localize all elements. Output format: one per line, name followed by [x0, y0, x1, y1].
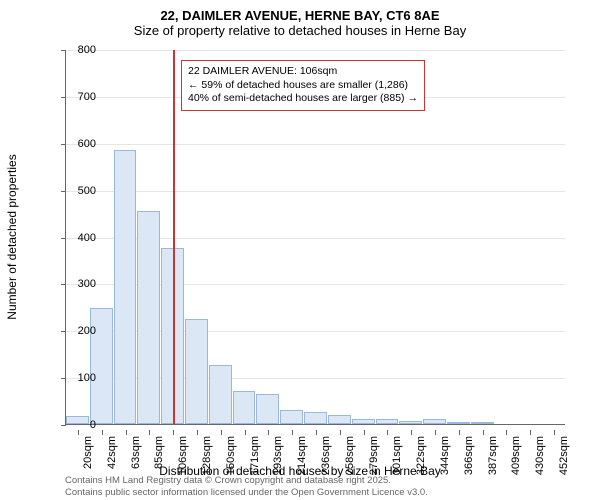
ytick-label: 700: [56, 91, 96, 103]
xtick-mark: [102, 430, 103, 435]
xtick-mark: [245, 430, 246, 435]
xtick-label: 20sqm: [82, 436, 94, 469]
xtick-mark: [387, 430, 388, 435]
xtick-mark: [268, 430, 269, 435]
ytick-label: 400: [56, 232, 96, 244]
bar: [447, 422, 470, 424]
xtick-mark: [316, 430, 317, 435]
marker-line: [173, 50, 175, 424]
footer-credits: Contains HM Land Registry data © Crown c…: [65, 475, 428, 498]
xtick-mark: [459, 430, 460, 435]
gridline: [66, 191, 565, 192]
xtick-mark: [411, 430, 412, 435]
credit-line2: Contains public sector information licen…: [65, 487, 428, 498]
bar: [423, 419, 446, 424]
bar: [209, 365, 232, 424]
ytick-label: 200: [56, 325, 96, 337]
ytick-label: 0: [56, 419, 96, 431]
bar: [376, 419, 399, 424]
xtick-mark: [340, 430, 341, 435]
annotation-line: 22 DAIMLER AVENUE: 106sqm: [188, 65, 418, 79]
xtick-label: 366sqm: [463, 436, 475, 475]
ytick-label: 500: [56, 185, 96, 197]
bar: [137, 211, 160, 424]
gridline: [66, 144, 565, 145]
xtick-mark: [483, 430, 484, 435]
ytick-label: 100: [56, 372, 96, 384]
xtick-mark: [221, 430, 222, 435]
xtick-mark: [364, 430, 365, 435]
ytick-label: 800: [56, 44, 96, 56]
bar: [352, 419, 375, 424]
ytick-label: 600: [56, 138, 96, 150]
xtick-label: 63sqm: [130, 436, 142, 469]
bar: [304, 412, 327, 424]
xtick-label: 42sqm: [106, 436, 118, 469]
xtick-label: 409sqm: [510, 436, 522, 475]
annotation-line: ← 59% of detached houses are smaller (1,…: [188, 79, 418, 93]
yaxis-label: Number of detached properties: [5, 154, 19, 319]
bar: [114, 150, 137, 424]
xtick-mark: [435, 430, 436, 435]
xtick-mark: [554, 430, 555, 435]
credit-line1: Contains HM Land Registry data © Crown c…: [65, 475, 428, 486]
xtick-label: 387sqm: [487, 436, 499, 475]
chart-title-line2: Size of property relative to detached ho…: [0, 23, 600, 38]
ytick-label: 300: [56, 278, 96, 290]
plot-area: 20sqm42sqm63sqm85sqm106sqm128sqm150sqm17…: [65, 50, 565, 425]
chart-container: 22, DAIMLER AVENUE, HERNE BAY, CT6 8AE S…: [0, 0, 600, 500]
gridline: [66, 50, 565, 51]
bar: [471, 422, 494, 424]
xtick-mark: [530, 430, 531, 435]
bar: [233, 391, 256, 424]
xtick-label: 452sqm: [558, 436, 570, 475]
bar: [399, 421, 422, 424]
title-block: 22, DAIMLER AVENUE, HERNE BAY, CT6 8AE S…: [0, 0, 600, 38]
bar: [185, 319, 208, 424]
bar: [280, 410, 303, 424]
xtick-label: 344sqm: [439, 436, 451, 475]
xtick-label: 430sqm: [534, 436, 546, 475]
xtick-mark: [197, 430, 198, 435]
xtick-mark: [173, 430, 174, 435]
bar: [256, 394, 279, 424]
xtick-mark: [149, 430, 150, 435]
bar: [328, 415, 351, 424]
xtick-mark: [506, 430, 507, 435]
annotation-box: 22 DAIMLER AVENUE: 106sqm← 59% of detach…: [181, 60, 425, 111]
xtick-mark: [126, 430, 127, 435]
annotation-line: 40% of semi-detached houses are larger (…: [188, 92, 418, 106]
xtick-mark: [292, 430, 293, 435]
chart-title-line1: 22, DAIMLER AVENUE, HERNE BAY, CT6 8AE: [0, 8, 600, 23]
